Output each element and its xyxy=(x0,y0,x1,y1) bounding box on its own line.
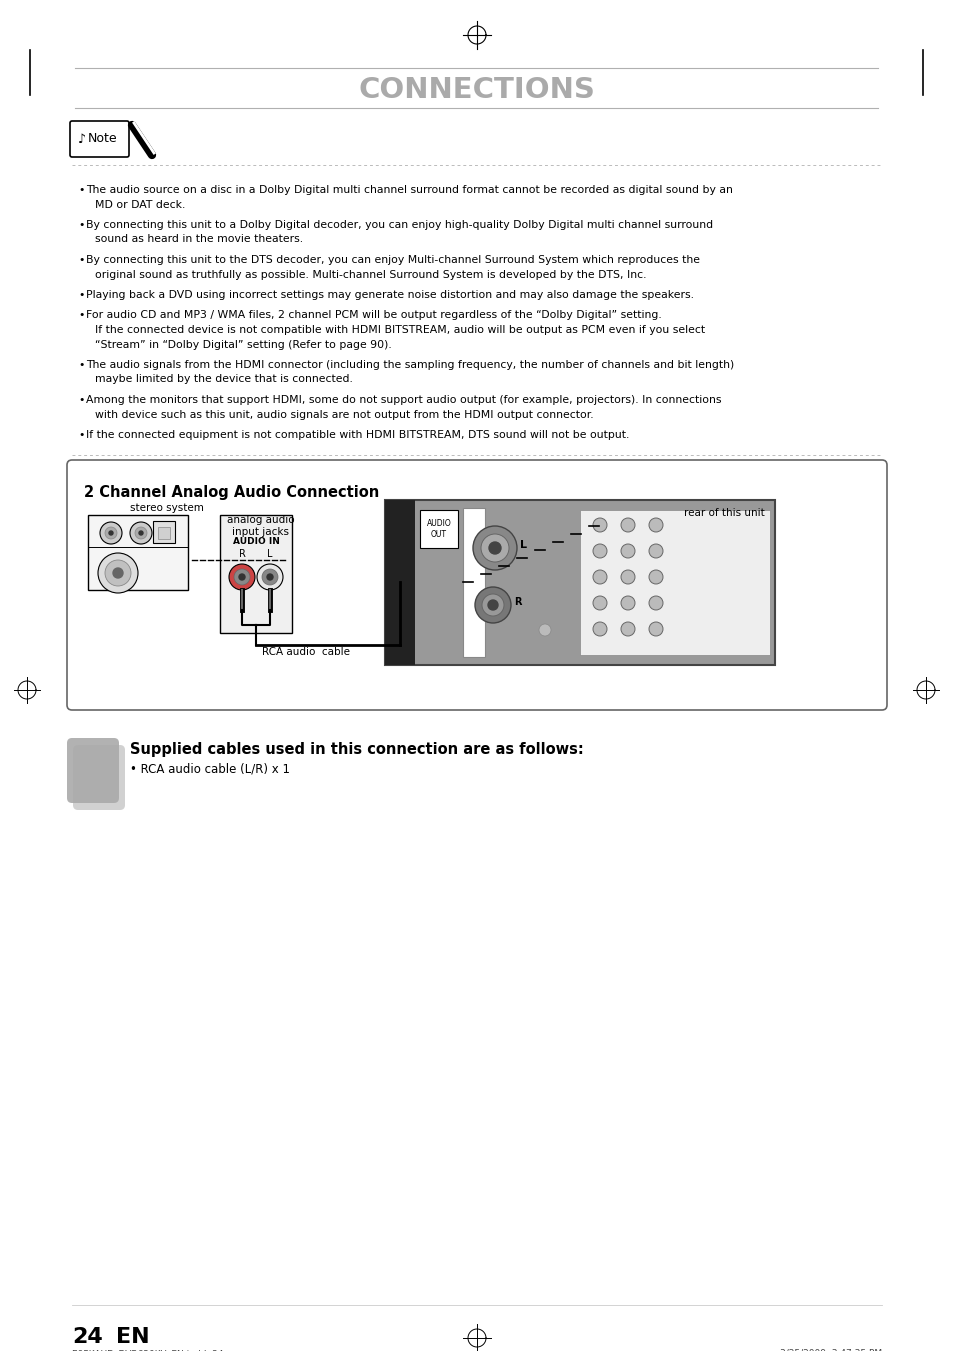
Text: stereo system: stereo system xyxy=(130,503,204,513)
Text: AUDIO IN: AUDIO IN xyxy=(233,536,279,546)
Text: •: • xyxy=(78,359,84,370)
Text: By connecting this unit to a Dolby Digital decoder, you can enjoy high-quality D: By connecting this unit to a Dolby Digit… xyxy=(86,220,713,230)
Text: •: • xyxy=(78,255,84,265)
Text: Among the monitors that support HDMI, some do not support audio output (for exam: Among the monitors that support HDMI, so… xyxy=(86,394,720,405)
Text: sound as heard in the movie theaters.: sound as heard in the movie theaters. xyxy=(95,235,303,245)
Circle shape xyxy=(648,517,662,532)
Text: If the connected device is not compatible with HDMI BITSTREAM, audio will be out: If the connected device is not compatibl… xyxy=(95,326,704,335)
Circle shape xyxy=(256,563,283,590)
Text: AUDIO
OUT: AUDIO OUT xyxy=(426,519,451,539)
Circle shape xyxy=(262,569,277,585)
Text: •: • xyxy=(78,311,84,320)
Circle shape xyxy=(105,561,131,586)
FancyBboxPatch shape xyxy=(70,122,129,157)
Text: The audio signals from the HDMI connector (including the sampling frequency, the: The audio signals from the HDMI connecto… xyxy=(86,359,734,370)
Circle shape xyxy=(648,570,662,584)
Text: •: • xyxy=(78,290,84,300)
Text: By connecting this unit to the DTS decoder, you can enjoy Multi-channel Surround: By connecting this unit to the DTS decod… xyxy=(86,255,700,265)
Text: EN: EN xyxy=(116,1327,150,1347)
Text: MD or DAT deck.: MD or DAT deck. xyxy=(95,200,185,209)
Text: RCA audio  cable: RCA audio cable xyxy=(262,647,350,657)
Bar xyxy=(158,527,170,539)
Text: CONNECTIONS: CONNECTIONS xyxy=(358,76,595,104)
Text: analog audio
input jacks: analog audio input jacks xyxy=(227,515,294,536)
Circle shape xyxy=(105,527,117,539)
Text: 3/25/2009  3:47:35 PM: 3/25/2009 3:47:35 PM xyxy=(779,1350,882,1351)
Circle shape xyxy=(229,563,254,590)
Text: “Stream” in “Dolby Digital” setting (Refer to page 90).: “Stream” in “Dolby Digital” setting (Ref… xyxy=(95,339,392,350)
Circle shape xyxy=(480,534,509,562)
Text: Playing back a DVD using incorrect settings may generate noise distortion and ma: Playing back a DVD using incorrect setti… xyxy=(86,290,693,300)
Text: with device such as this unit, audio signals are not output from the HDMI output: with device such as this unit, audio sig… xyxy=(95,409,593,420)
Circle shape xyxy=(233,569,250,585)
Text: rear of this unit: rear of this unit xyxy=(683,508,764,517)
Circle shape xyxy=(648,544,662,558)
Circle shape xyxy=(593,596,606,611)
Circle shape xyxy=(593,517,606,532)
Bar xyxy=(419,509,457,549)
Circle shape xyxy=(239,574,245,580)
Circle shape xyxy=(620,596,635,611)
Text: maybe limited by the device that is connected.: maybe limited by the device that is conn… xyxy=(95,374,353,385)
Circle shape xyxy=(488,600,497,611)
Text: original sound as truthfully as possible. Multi-channel Surround System is devel: original sound as truthfully as possible… xyxy=(95,269,646,280)
Text: Supplied cables used in this connection are as follows:: Supplied cables used in this connection … xyxy=(130,742,583,757)
Text: R: R xyxy=(514,597,521,607)
Circle shape xyxy=(648,596,662,611)
Circle shape xyxy=(475,586,511,623)
Text: •: • xyxy=(78,394,84,405)
Circle shape xyxy=(98,553,138,593)
Bar xyxy=(579,509,769,655)
Circle shape xyxy=(648,621,662,636)
Circle shape xyxy=(620,517,635,532)
Circle shape xyxy=(481,594,503,616)
Bar xyxy=(385,500,774,665)
Circle shape xyxy=(135,527,147,539)
Text: ♪: ♪ xyxy=(78,132,86,146)
Text: •: • xyxy=(78,430,84,440)
Bar xyxy=(220,515,292,634)
Text: • RCA audio cable (L/R) x 1: • RCA audio cable (L/R) x 1 xyxy=(130,762,290,775)
Text: 2 Channel Analog Audio Connection: 2 Channel Analog Audio Connection xyxy=(84,485,379,500)
Circle shape xyxy=(593,621,606,636)
Text: L: L xyxy=(267,549,273,559)
Circle shape xyxy=(620,570,635,584)
Circle shape xyxy=(473,526,517,570)
Circle shape xyxy=(593,570,606,584)
Text: For audio CD and MP3 / WMA files, 2 channel PCM will be output regardless of the: For audio CD and MP3 / WMA files, 2 chan… xyxy=(86,311,661,320)
Text: L: L xyxy=(519,540,526,550)
Bar xyxy=(462,508,484,657)
Text: E9PKAUD_DVR620KU_EN.indd  24: E9PKAUD_DVR620KU_EN.indd 24 xyxy=(71,1350,223,1351)
Circle shape xyxy=(109,531,112,535)
Circle shape xyxy=(130,521,152,544)
Text: •: • xyxy=(78,185,84,195)
Circle shape xyxy=(112,567,123,578)
FancyBboxPatch shape xyxy=(73,744,125,811)
Circle shape xyxy=(538,624,551,636)
Text: 24: 24 xyxy=(71,1327,103,1347)
Circle shape xyxy=(100,521,122,544)
Bar xyxy=(152,521,174,543)
Text: •: • xyxy=(78,220,84,230)
FancyBboxPatch shape xyxy=(67,738,119,802)
Circle shape xyxy=(139,531,143,535)
FancyBboxPatch shape xyxy=(67,459,886,711)
Text: R: R xyxy=(238,549,245,559)
Text: The audio source on a disc in a Dolby Digital multi channel surround format cann: The audio source on a disc in a Dolby Di… xyxy=(86,185,732,195)
Circle shape xyxy=(620,544,635,558)
Circle shape xyxy=(489,542,500,554)
Bar xyxy=(385,500,415,665)
Text: If the connected equipment is not compatible with HDMI BITSTREAM, DTS sound will: If the connected equipment is not compat… xyxy=(86,430,629,440)
Circle shape xyxy=(267,574,273,580)
Bar xyxy=(88,515,188,590)
Circle shape xyxy=(593,544,606,558)
Text: Note: Note xyxy=(88,132,117,146)
Circle shape xyxy=(620,621,635,636)
